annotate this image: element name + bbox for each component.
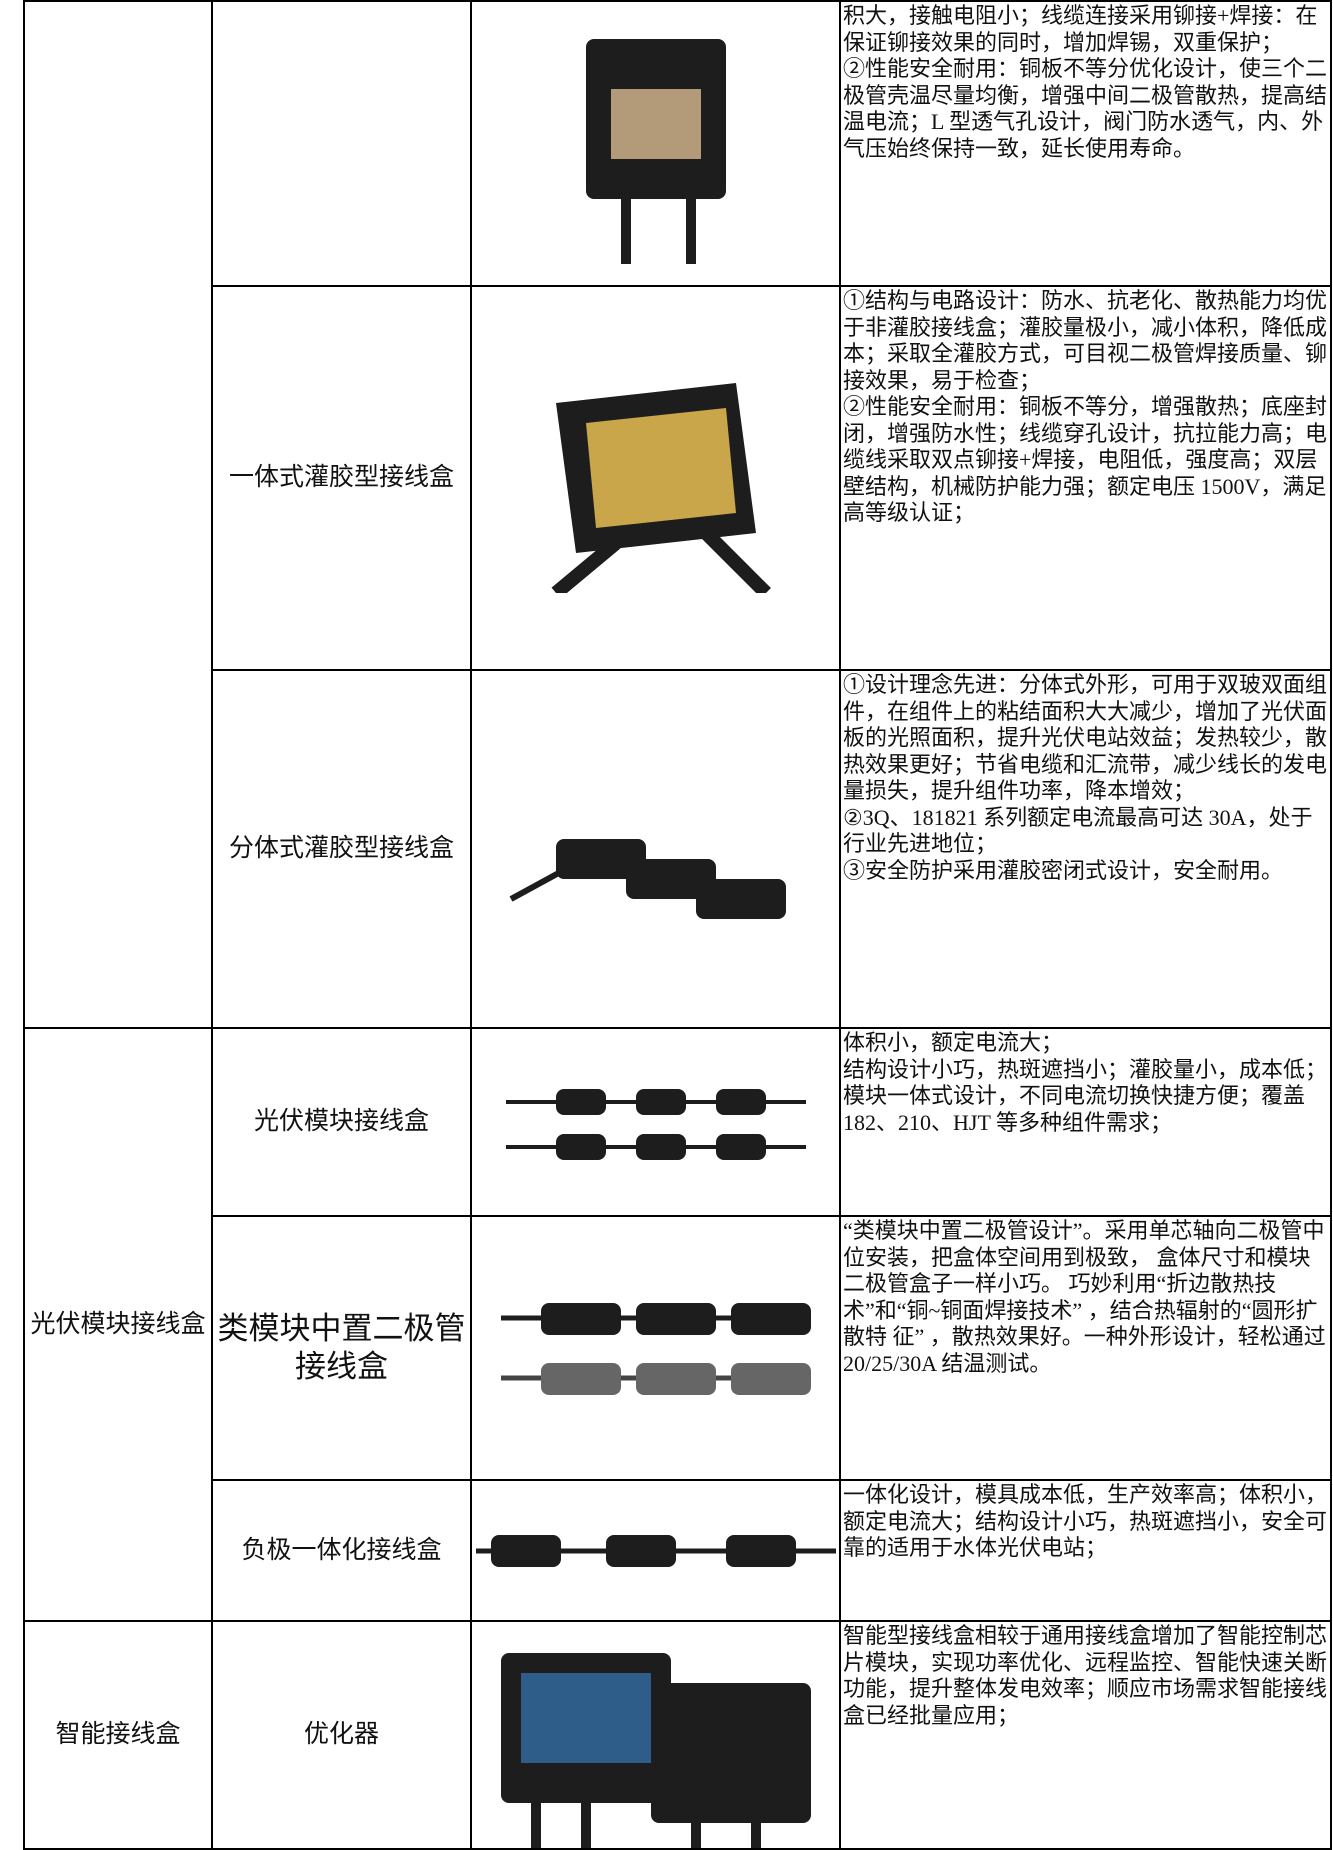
description-paragraph: ③安全防护采用灌胶密闭式设计，安全耐用。 xyxy=(843,857,1284,883)
name-cell xyxy=(211,0,472,287)
image-cell xyxy=(470,1027,841,1217)
description-cell: ①结构与电路设计：防水、抗老化、散热能力均优于非灌胶接线盒；灌胶量极小，减小体积… xyxy=(839,285,1332,671)
description-paragraph: ②性能安全耐用：铜板不等分优化设计，使三个二极管壳温尽量均衡，增强中间二极管散热… xyxy=(843,56,1328,161)
description-paragraph: 一体化设计，模具成本低，生产效率高；体积小，额定电流大；结构设计小巧，热斑遮挡小… xyxy=(843,1482,1328,1560)
description-cell: 智能型接线盒相较于通用接线盒增加了智能控制芯片模块，实现功率优化、远程监控、智能… xyxy=(839,1620,1332,1850)
product-table: 积大，接触电阻小；线缆连接采用铆接+焊接：在保证铆接效果的同时，增加焊锡，双重保… xyxy=(23,0,1332,1850)
category-cell xyxy=(23,0,213,1029)
description-paragraph: ②性能安全耐用：铜板不等分，增强散热；底座封闭，增强防水性；线缆穿孔设计，抗拉能… xyxy=(843,394,1328,525)
image-cell xyxy=(470,669,841,1029)
description-paragraph: 结构设计小巧，热斑遮挡小；灌胶量小，成本低；模块一体式设计，不同电流切换快捷方便… xyxy=(843,1056,1328,1135)
image-cell xyxy=(470,1215,841,1481)
table-row: 智能接线盒 优化器 智能型接线盒相较于通用接线盒增加了智能控制芯片模块，实现功率优化… xyxy=(23,1620,1332,1850)
name-cell: 光伏模块接线盒 xyxy=(211,1027,472,1217)
category-cell: 智能接线盒 xyxy=(23,1620,213,1850)
image-cell xyxy=(470,1479,841,1622)
name-cell: 优化器 xyxy=(211,1620,472,1850)
category-cell: 光伏模块接线盒 xyxy=(23,1027,213,1622)
name-cell: 负极一体化接线盒 xyxy=(211,1479,472,1622)
description-paragraph: ①结构与电路设计：防水、抗老化、散热能力均优于非灌胶接线盒；灌胶量极小，减小体积… xyxy=(843,288,1328,393)
description-paragraph: 智能型接线盒相较于通用接线盒增加了智能控制芯片模块，实现功率优化、远程监控、智能… xyxy=(843,1623,1328,1728)
table-row: 积大，接触电阻小；线缆连接采用铆接+焊接：在保证铆接效果的同时，增加焊锡，双重保… xyxy=(23,0,1332,1029)
name-cell: 分体式灌胶型接线盒 xyxy=(211,669,472,1029)
description-paragraph: ①设计理念先进：分体式外形，可用于双玻双面组件，在组件上的粘结面积大大减少，增加… xyxy=(843,672,1328,803)
description-cell: 体积小，额定电流大； 结构设计小巧，热斑遮挡小；灌胶量小，成本低；模块一体式设计，… xyxy=(839,1027,1332,1217)
table-row: 负极一体化接线盒 一体化设计，模具成本低，生产效率高；体积小，额定电流大；结构设计… xyxy=(24,1479,1332,1622)
description-paragraph: 积大，接触电阻小；线缆连接采用铆接+焊接：在保证铆接效果的同时，增加焊锡，双重保… xyxy=(843,3,1318,55)
description-paragraph: “类模块中置二极管设计”。采用单芯轴向二极管中位安装，把盒体空间用到极致， 盒体… xyxy=(843,1218,1326,1376)
table-row: 类模块中置二极管接线盒 “类模块中置二极管设计”。采用单芯轴向二极管中位安装，把盒… xyxy=(24,1215,1332,1481)
table-row: 一体式灌胶型接线盒 ①结构与电路设计：防水、抗老化、散热能力均优于非灌胶接线盒；灌… xyxy=(24,285,1332,671)
image-cell xyxy=(470,285,841,671)
image-cell xyxy=(470,1620,841,1850)
description-cell: ①设计理念先进：分体式外形，可用于双玻双面组件，在组件上的粘结面积大大减少，增加… xyxy=(839,669,1332,1029)
name-cell: 类模块中置二极管接线盒 xyxy=(211,1215,472,1481)
description-paragraph: ②3Q、181821 系列额定电流最高可达 30A，处于行业先进地位； xyxy=(843,804,1313,857)
name-cell: 一体式灌胶型接线盒 xyxy=(211,285,472,671)
description-cell: “类模块中置二极管设计”。采用单芯轴向二极管中位安装，把盒体空间用到极致， 盒体… xyxy=(839,1215,1332,1481)
table-row: 光伏模块接线盒 光伏模块接线盒 体积小，额定电流大； 结构设计小巧，热斑遮挡小；灌胶量… xyxy=(23,1027,1332,1622)
description-paragraph: 体积小，额定电流大； xyxy=(843,1030,1064,1055)
table-row: 分体式灌胶型接线盒 ①设计理念先进：分体式外形，可用于双玻双面组件，在组件上的粘结… xyxy=(24,669,1332,1029)
description-cell: 一体化设计，模具成本低，生产效率高；体积小，额定电流大；结构设计小巧，热斑遮挡小… xyxy=(839,1479,1332,1622)
description-cell: 积大，接触电阻小；线缆连接采用铆接+焊接：在保证铆接效果的同时，增加焊锡，双重保… xyxy=(839,0,1332,287)
image-cell xyxy=(470,0,841,287)
